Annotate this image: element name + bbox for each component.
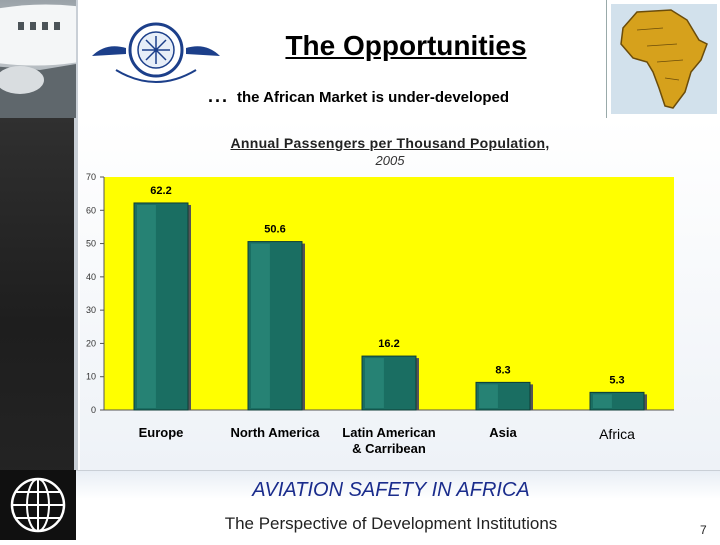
y-tick-label: 60 (86, 205, 96, 215)
subtitle-dots: ... (208, 86, 230, 106)
data-label: 50.6 (264, 224, 285, 236)
page-subtitle: ... the African Market is under-developed (208, 86, 608, 107)
chart-subtitle: 2005 (375, 153, 405, 168)
data-label: 16.2 (378, 338, 399, 350)
chart-title: Annual Passengers per Thousand Populatio… (230, 135, 550, 151)
bar-highlight (365, 358, 384, 408)
y-tick-label: 20 (86, 338, 96, 348)
bar-highlight (251, 243, 270, 408)
world-bank-globe-icon (0, 470, 76, 540)
y-tick-label: 40 (86, 272, 96, 282)
category-label: Africa (599, 426, 635, 442)
left-band-stripe (74, 0, 78, 540)
y-tick-label: 0 (91, 405, 96, 415)
data-label: 62.2 (150, 185, 171, 197)
page-number: 7 (700, 523, 707, 537)
bar-chart: 0 10 20 30 40 50 60 70 62.2 Europe 50.6 North Ameri… (86, 172, 674, 456)
footer-title: AVIATION SAFETY IN AFRICA (252, 479, 530, 501)
category-label: Latin American (342, 425, 435, 440)
y-tick-label: 50 (86, 239, 96, 249)
y-tick-label: 70 (86, 172, 96, 182)
category-label: Europe (139, 425, 184, 440)
y-tick-label: 30 (86, 305, 96, 315)
bar-highlight (137, 204, 156, 408)
footer-subtitle: The Perspective of Development Instituti… (224, 514, 558, 533)
bar-highlight (479, 384, 498, 408)
africa-map-icon (606, 0, 720, 119)
footer-band (76, 470, 720, 541)
data-label: 5.3 (609, 374, 624, 386)
page-title: The Opportunities (285, 30, 527, 61)
header: The Opportunities ... the African Market … (78, 0, 608, 118)
category-label: Asia (489, 425, 517, 440)
y-tick-label: 10 (86, 372, 96, 382)
airplane-photo-icon (0, 0, 76, 118)
data-label: 8.3 (495, 364, 510, 376)
icao-logo-icon (86, 2, 226, 114)
category-label: North America (230, 425, 320, 440)
subtitle-text: the African Market is under-developed (237, 89, 510, 106)
bar-highlight (593, 394, 612, 408)
category-label: & Carribean (352, 441, 426, 456)
